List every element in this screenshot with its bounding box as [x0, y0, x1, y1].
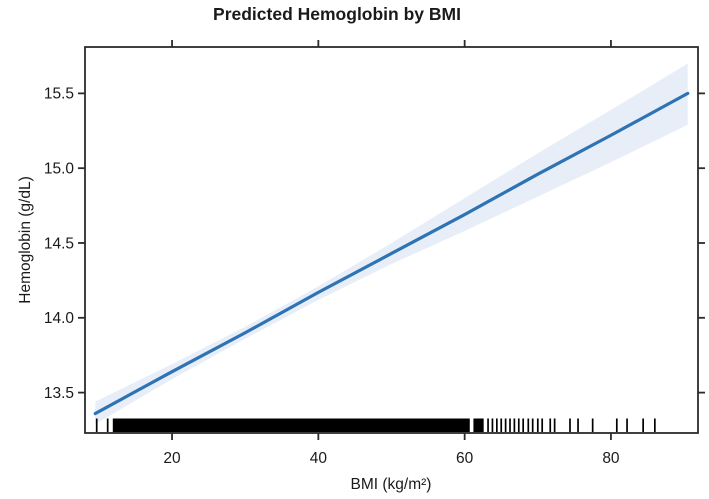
y-tick-label: 13.5 [44, 385, 74, 402]
fit-line-group [93, 91, 690, 416]
y-tick-label: 14.5 [44, 235, 74, 252]
fit-line [93, 91, 690, 416]
x-tick-label: 40 [310, 450, 328, 467]
x-axis-tick-labels: 20 40 60 80 [163, 450, 620, 467]
rug-dense-band [112, 418, 470, 433]
confidence-band-area [95, 63, 688, 425]
y-tick-label: 14.0 [44, 310, 75, 327]
x-tick-label: 80 [602, 450, 620, 467]
axis-ticks [78, 40, 705, 440]
plot-panel-border [84, 46, 699, 434]
rug-plot [95, 418, 656, 433]
y-tick-label: 15.0 [44, 160, 75, 177]
x-tick-label: 60 [456, 450, 474, 467]
y-axis-label: Hemoglobin (g/dL) [17, 176, 34, 304]
rug-dense-band [473, 418, 484, 433]
y-axis-tick-labels: 13.5 14.0 14.5 15.0 15.5 [44, 86, 75, 402]
chart-title: Predicted Hemoglobin by BMI [213, 4, 461, 24]
x-tick-label: 20 [163, 450, 181, 467]
x-axis-label: BMI (kg/m²) [351, 476, 432, 493]
y-tick-label: 15.5 [44, 86, 74, 103]
confidence-band [95, 63, 688, 425]
